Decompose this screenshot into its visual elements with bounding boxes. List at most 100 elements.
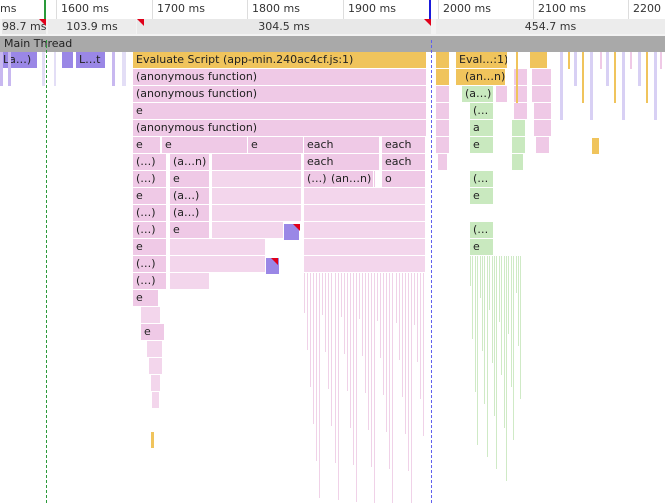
call-frame[interactable] xyxy=(592,138,600,154)
bar-label: e xyxy=(136,104,143,117)
call-frame[interactable]: e xyxy=(133,239,167,255)
call-frame[interactable]: each xyxy=(382,137,426,153)
call-frame[interactable] xyxy=(436,69,450,85)
evaluate-script-bar[interactable] xyxy=(530,52,548,68)
trace-sliver xyxy=(487,256,488,457)
call-frame[interactable] xyxy=(532,86,552,102)
time-ruler: ms 1600 ms 1700 ms 1800 ms 1900 ms 2000 … xyxy=(0,0,665,20)
call-frame[interactable]: (a…) xyxy=(170,188,210,204)
call-frame[interactable]: e xyxy=(170,171,210,187)
call-frame[interactable] xyxy=(151,432,155,448)
call-frame[interactable]: (…) xyxy=(133,205,167,221)
trace-sliver xyxy=(477,256,478,445)
call-frame[interactable] xyxy=(534,103,552,119)
call-frame[interactable] xyxy=(212,188,302,204)
trace-sliver xyxy=(122,52,126,86)
gc-frame[interactable]: a xyxy=(470,120,494,136)
call-frame[interactable]: e xyxy=(162,137,248,153)
call-frame[interactable] xyxy=(170,239,266,255)
call-frame[interactable]: (anonymous function) xyxy=(133,69,427,85)
evaluate-script-bar[interactable]: Evaluate Script (app-min.240ac4cf.js:1) xyxy=(133,52,427,68)
call-frame[interactable] xyxy=(534,120,552,136)
call-frame[interactable] xyxy=(170,273,210,289)
call-frame[interactable]: each xyxy=(304,154,380,170)
call-frame[interactable]: o xyxy=(382,171,426,187)
call-frame[interactable]: e xyxy=(133,137,161,153)
call-frame[interactable] xyxy=(532,69,552,85)
call-frame[interactable] xyxy=(212,154,302,170)
call-frame[interactable] xyxy=(438,154,448,170)
call-frame[interactable] xyxy=(170,256,266,272)
main-thread-header[interactable]: Main Thread xyxy=(0,36,665,52)
call-frame[interactable]: e xyxy=(248,137,304,153)
trace-sliver xyxy=(316,273,317,461)
call-frame[interactable] xyxy=(436,137,450,153)
trace-sliver xyxy=(480,256,481,298)
call-frame[interactable]: e xyxy=(133,103,427,119)
call-frame[interactable] xyxy=(536,137,550,153)
call-frame[interactable]: e xyxy=(133,188,167,204)
evaluate-script-bar[interactable] xyxy=(436,52,450,68)
call-frame[interactable] xyxy=(151,375,161,391)
call-frame[interactable]: (anonymous function) xyxy=(133,120,427,136)
task-bar[interactable]: La…) xyxy=(0,52,38,68)
call-frame[interactable]: (an…n) xyxy=(462,69,506,85)
gc-frame[interactable]: (… xyxy=(470,222,494,238)
dcl-marker xyxy=(44,0,46,19)
bar-label: e xyxy=(473,189,480,202)
call-frame[interactable]: each xyxy=(304,137,380,153)
call-frame[interactable]: e xyxy=(170,222,210,238)
task-bar[interactable] xyxy=(62,52,74,68)
call-frame[interactable] xyxy=(212,222,284,238)
gc-frame[interactable] xyxy=(512,137,526,153)
trace-sliver xyxy=(638,52,641,86)
call-frame[interactable] xyxy=(514,103,528,119)
call-frame[interactable] xyxy=(496,86,508,102)
call-frame[interactable]: (a…) xyxy=(170,205,210,221)
gc-frame[interactable] xyxy=(512,120,526,136)
trace-sliver xyxy=(511,256,512,387)
gc-frame[interactable]: (a…) xyxy=(462,86,494,102)
gc-frame[interactable]: e xyxy=(470,188,494,204)
gc-frame[interactable]: e xyxy=(470,239,494,255)
call-frame[interactable]: (…) xyxy=(133,273,167,289)
call-frame[interactable] xyxy=(436,103,450,119)
call-frame[interactable] xyxy=(212,205,302,221)
gc-frame[interactable]: e xyxy=(470,137,494,153)
call-frame[interactable]: each xyxy=(382,154,426,170)
call-frame[interactable]: (an…n) xyxy=(328,171,374,187)
call-frame[interactable]: e xyxy=(133,290,159,306)
call-frame[interactable]: (anonymous function) xyxy=(133,86,427,102)
bar-label: e xyxy=(473,240,480,253)
call-frame[interactable] xyxy=(212,171,302,187)
call-frame[interactable]: (a…n) xyxy=(170,154,210,170)
trace-sliver xyxy=(322,273,323,315)
call-frame[interactable]: (…) xyxy=(133,154,167,170)
trace-sliver xyxy=(374,273,375,503)
call-frame[interactable] xyxy=(304,239,426,255)
task-duration[interactable]: 103.9 ms xyxy=(48,19,136,34)
call-frame[interactable] xyxy=(436,120,450,136)
gc-frame[interactable] xyxy=(512,154,524,170)
call-frame[interactable]: (…) xyxy=(133,171,167,187)
call-frame[interactable]: (…) xyxy=(133,222,167,238)
evaluate-script-bar[interactable]: Eval…:1) xyxy=(456,52,508,68)
task-duration[interactable]: 454.7 ms xyxy=(436,19,665,34)
call-frame[interactable] xyxy=(304,222,426,238)
gc-frame[interactable]: (… xyxy=(470,171,494,187)
call-frame[interactable] xyxy=(304,205,426,221)
call-frame[interactable] xyxy=(152,392,160,408)
call-frame[interactable]: e xyxy=(141,324,165,340)
task-duration[interactable]: 98.7 ms xyxy=(2,19,47,34)
call-frame[interactable] xyxy=(149,358,163,374)
task-duration[interactable]: 304.5 ms xyxy=(137,19,431,34)
call-frame[interactable] xyxy=(147,341,163,357)
call-frame[interactable] xyxy=(436,86,450,102)
gc-frame[interactable]: (… xyxy=(470,103,494,119)
call-frame[interactable] xyxy=(304,188,426,204)
call-frame[interactable]: (…) xyxy=(133,256,167,272)
call-frame[interactable] xyxy=(141,307,161,323)
task-bar[interactable]: L…t xyxy=(76,52,106,68)
call-frame[interactable] xyxy=(304,256,426,272)
trace-sliver xyxy=(319,273,320,498)
